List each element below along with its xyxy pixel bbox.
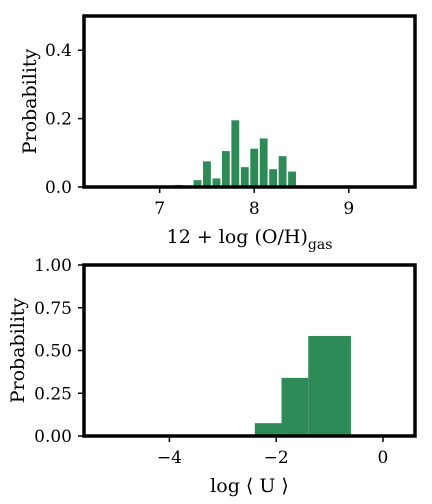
y-ticks: 0.00 0.25 0.50 0.75 1.00 [34,256,84,447]
x-ticks: −4 −2 0 [157,436,388,468]
histogram-bar [221,151,230,187]
histogram-bar [250,148,259,187]
histogram-bar [203,161,211,187]
y-tick-label: 0.0 [45,178,72,198]
histogram-bar [278,156,287,187]
x-tick-label: 0 [378,448,389,468]
histogram-bars [254,335,351,436]
histogram-bars [165,120,306,187]
y-axis-label: Probability [7,297,29,403]
plot-frame [82,14,417,189]
histogram-bar [281,377,309,436]
y-tick-label: 0.75 [34,299,72,319]
plot-frame [82,263,417,438]
y-tick-label: 1.00 [34,256,72,276]
x-tick-label: 9 [343,199,354,219]
y-tick-label: 0.4 [45,41,72,61]
histogram-bar [269,169,278,187]
histogram-bar [212,178,221,187]
histogram-bar [259,138,268,187]
histogram-bar [288,171,296,187]
x-axis-label: log ⟨ U ⟩ [210,475,289,497]
y-tick-label: 0.25 [34,384,72,404]
x-ticks: 7 8 9 [154,187,354,219]
x-axis-label-main: 12 + log (O/H) [167,226,308,248]
y-tick-label: 0.2 [45,110,72,130]
y-ticks: 0.0 0.2 0.4 [45,41,84,198]
histogram-bar [231,120,240,187]
x-axis-label: 12 + log (O/H)gas [167,226,333,253]
y-tick-label: 0.50 [34,342,72,362]
histogram-bar [193,180,202,187]
y-axis-label: Probability [19,48,41,154]
oxygen-abundance-histogram: 7 8 9 0.0 0.2 0.4 Probability 12 + log (O/H)… [19,14,417,253]
x-axis-label-subscript: gas [308,237,333,253]
histogram-bar [254,423,282,436]
x-tick-label: 8 [249,199,260,219]
x-tick-label: −4 [157,448,182,468]
histogram-bar [308,335,351,436]
y-tick-label: 0.00 [34,427,72,447]
histogram-bar [240,167,249,187]
x-tick-label: 7 [154,199,165,219]
x-tick-label: −2 [264,448,289,468]
ionization-parameter-histogram: −4 −2 0 0.00 0.25 0.50 0.75 1.00 Probability l… [7,256,417,497]
